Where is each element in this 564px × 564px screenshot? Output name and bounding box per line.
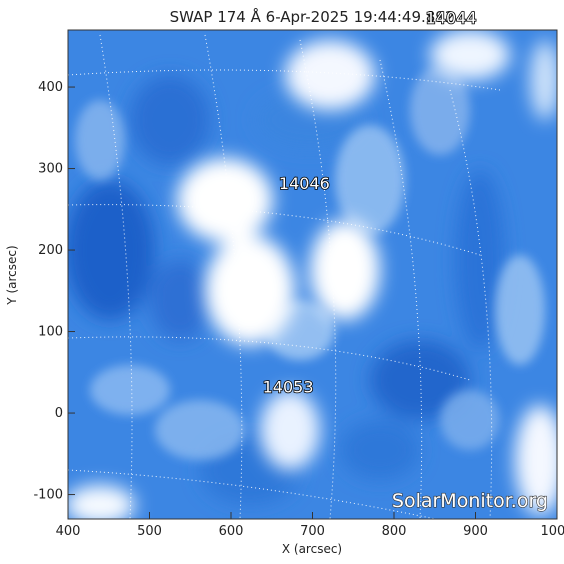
y-tick-label: 300 [38, 162, 63, 177]
loop-structures [75, 65, 545, 460]
x-tick-label: 900 [463, 524, 488, 539]
active-region-label: 14053 [263, 378, 314, 397]
x-tick-label: 600 [219, 524, 244, 539]
x-tick-label: 800 [382, 524, 407, 539]
x-axis-label: X (arcsec) [282, 542, 342, 556]
y-tick-label: 400 [38, 80, 63, 95]
active-region-label: 14046 [279, 174, 330, 193]
y-tick-label: 200 [38, 243, 63, 258]
y-tick-label: -100 [33, 488, 63, 503]
active-region-label: 14044 [426, 8, 477, 27]
y-tick-label: 0 [55, 406, 63, 421]
x-tick-label: 400 [56, 524, 81, 539]
active-region-labels: 14046 14053 14044 [262, 8, 478, 398]
y-axis: -100 0 100 200 300 400 [33, 80, 75, 503]
bright-regions [68, 30, 557, 519]
y-axis-label: Y (arcsec) [5, 245, 19, 305]
y-tick-label: 100 [38, 325, 63, 340]
x-tick-label: 700 [300, 524, 325, 539]
heliographic-grid [68, 34, 501, 519]
watermark: SolarMonitor.org [392, 490, 548, 512]
chart-title: SWAP 174 Å 6-Apr-2025 19:44:49.892 [170, 7, 455, 26]
x-tick-label: 500 [137, 524, 162, 539]
plot-area [68, 30, 557, 519]
